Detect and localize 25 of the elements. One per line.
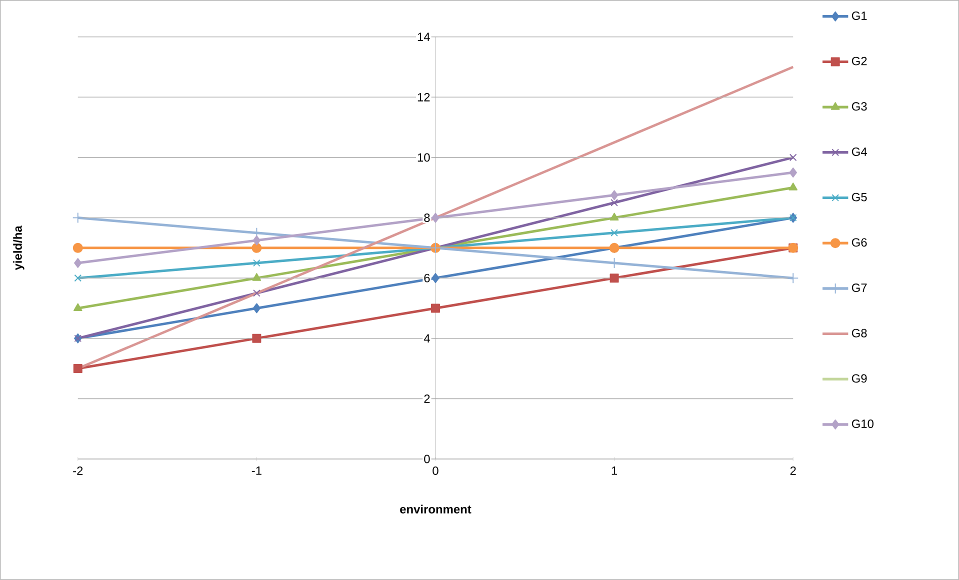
y-axis-title: yield/ha <box>13 226 24 270</box>
y-tick-label: 8 <box>424 214 430 222</box>
legend-label: G4 <box>852 148 867 156</box>
y-tick-label: 4 <box>424 334 430 343</box>
x-tick-label: -1 <box>252 466 262 475</box>
x-axis-title: environment <box>400 504 472 514</box>
x-tick-label: 2 <box>790 466 796 475</box>
y-tick-label: 12 <box>418 93 430 102</box>
legend-label: G6 <box>852 238 867 247</box>
x-tick-label: 1 <box>612 466 618 475</box>
legend-label: G3 <box>852 102 867 111</box>
y-tick-label: 10 <box>418 153 430 162</box>
legend-label: G9 <box>852 374 867 383</box>
y-tick-label: 6 <box>424 274 430 282</box>
y-tick-label: 14 <box>418 32 430 42</box>
y-tick-label: 0 <box>424 454 430 464</box>
x-tick-label: 0 <box>432 466 438 476</box>
x-tick-label: -2 <box>73 466 83 475</box>
legend-label: G8 <box>852 328 867 338</box>
legend-label: G7 <box>852 284 867 292</box>
legend-label: G5 <box>852 192 867 202</box>
legend-label: G2 <box>852 56 867 66</box>
y-tick-label: 2 <box>424 394 430 403</box>
legend-label: G1 <box>852 12 867 20</box>
legend-label: G10 <box>852 420 874 428</box>
